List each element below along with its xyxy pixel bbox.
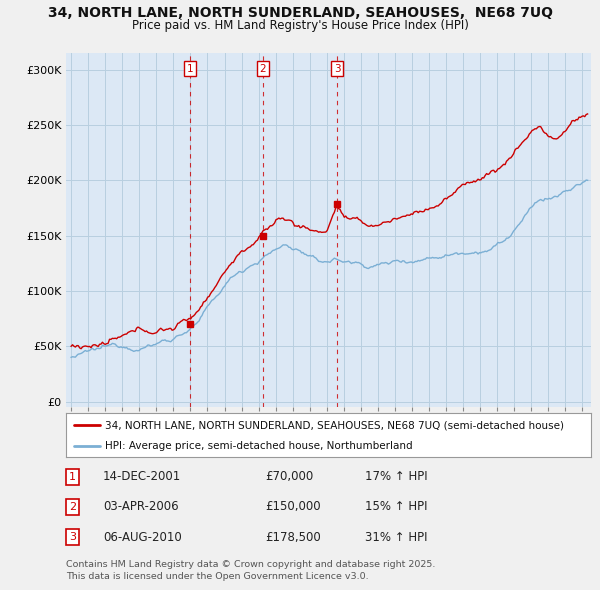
Text: 06-AUG-2010: 06-AUG-2010 (103, 530, 182, 543)
Text: Price paid vs. HM Land Registry's House Price Index (HPI): Price paid vs. HM Land Registry's House … (131, 19, 469, 32)
Text: 1: 1 (69, 471, 76, 481)
Text: 1: 1 (187, 64, 193, 74)
Text: 17% ↑ HPI: 17% ↑ HPI (365, 470, 428, 483)
Text: £150,000: £150,000 (265, 500, 321, 513)
Text: £178,500: £178,500 (265, 530, 321, 543)
Text: 14-DEC-2001: 14-DEC-2001 (103, 470, 181, 483)
Text: 31% ↑ HPI: 31% ↑ HPI (365, 530, 428, 543)
Text: 2: 2 (260, 64, 266, 74)
Text: This data is licensed under the Open Government Licence v3.0.: This data is licensed under the Open Gov… (66, 572, 368, 581)
Text: £70,000: £70,000 (265, 470, 314, 483)
Text: 3: 3 (69, 532, 76, 542)
Text: 15% ↑ HPI: 15% ↑ HPI (365, 500, 428, 513)
Text: 2: 2 (69, 502, 76, 512)
Text: 03-APR-2006: 03-APR-2006 (103, 500, 178, 513)
Text: 34, NORTH LANE, NORTH SUNDERLAND, SEAHOUSES,  NE68 7UQ: 34, NORTH LANE, NORTH SUNDERLAND, SEAHOU… (47, 6, 553, 20)
Text: 3: 3 (334, 64, 340, 74)
Text: 34, NORTH LANE, NORTH SUNDERLAND, SEAHOUSES, NE68 7UQ (semi-detached house): 34, NORTH LANE, NORTH SUNDERLAND, SEAHOU… (106, 421, 565, 430)
Text: Contains HM Land Registry data © Crown copyright and database right 2025.: Contains HM Land Registry data © Crown c… (66, 560, 436, 569)
Text: HPI: Average price, semi-detached house, Northumberland: HPI: Average price, semi-detached house,… (106, 441, 413, 451)
